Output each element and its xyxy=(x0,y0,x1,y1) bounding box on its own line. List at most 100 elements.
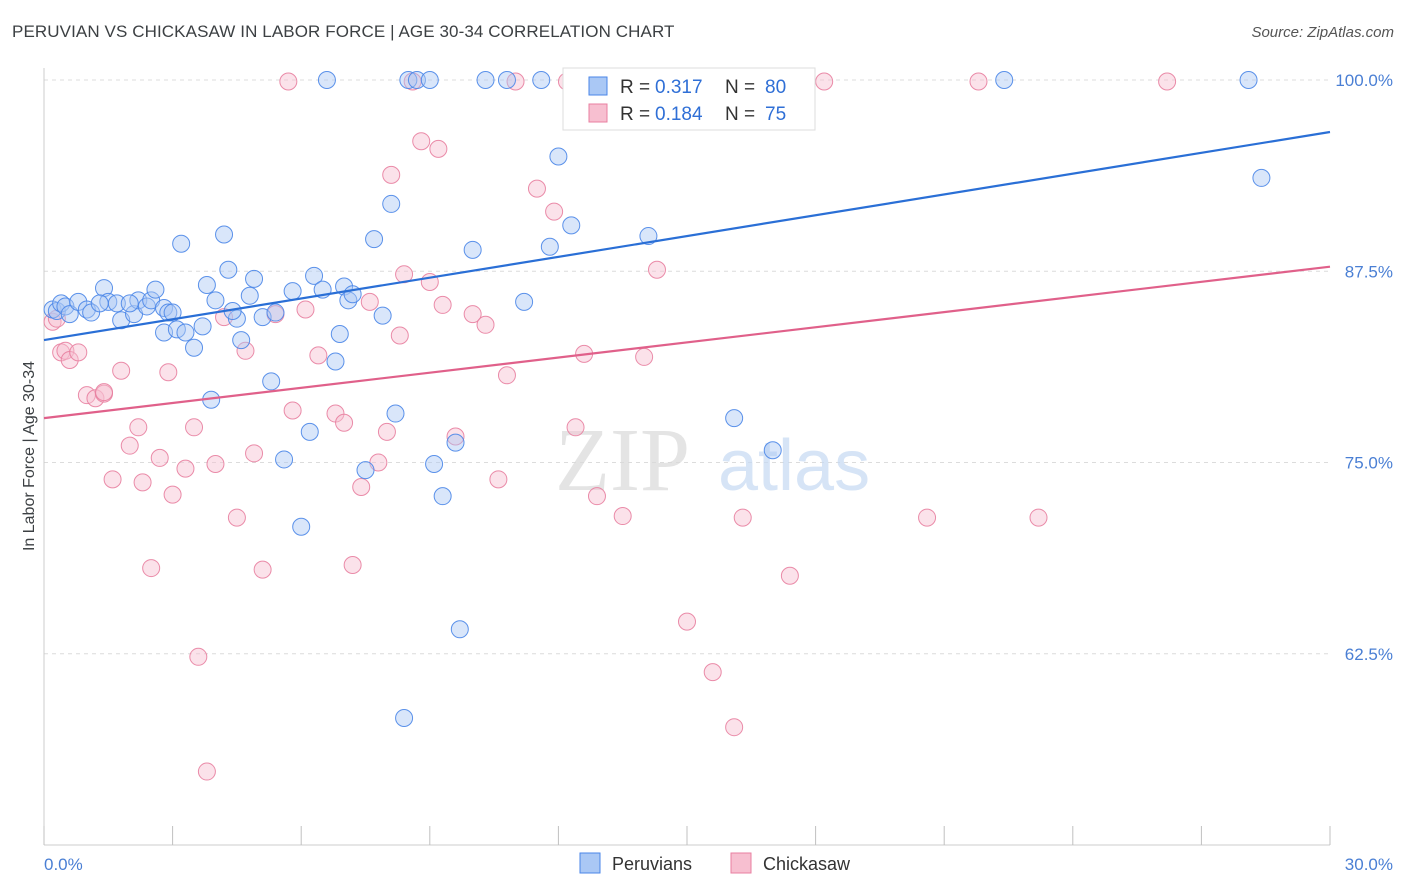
peruvians-point xyxy=(433,487,452,506)
peruvians-point xyxy=(292,517,311,536)
peruvians-point xyxy=(317,71,336,89)
peruvians-point xyxy=(995,71,1014,89)
bottom-legend-peruvians: Peruvians xyxy=(612,854,692,874)
chart-title: PERUVIAN VS CHICKASAW IN LABOR FORCE | A… xyxy=(12,22,675,41)
chickasaw-point xyxy=(343,556,362,575)
peruvians-point xyxy=(275,450,294,469)
chickasaw-points xyxy=(43,72,1177,781)
bottom-legend-chickasaw: Chickasaw xyxy=(763,854,851,874)
peruvians-point xyxy=(382,194,401,213)
chickasaw-point xyxy=(185,418,204,437)
chickasaw-point xyxy=(429,139,448,158)
peruvians-point xyxy=(300,422,319,441)
chickasaw-point xyxy=(497,366,516,385)
legend-r-value-chickasaw: 0.184 xyxy=(655,104,703,125)
peruvians-point xyxy=(266,303,285,322)
grid-lines xyxy=(44,79,1330,655)
chickasaw-point xyxy=(103,470,122,489)
peruvians-point xyxy=(326,352,345,371)
peruvians-point xyxy=(120,294,139,313)
x-tick-label-min: 0.0% xyxy=(44,855,83,874)
chickasaw-point xyxy=(678,612,696,631)
peruvians-point xyxy=(476,71,495,89)
legend-swatch-chickasaw xyxy=(588,103,608,123)
peruvians-point xyxy=(330,324,349,343)
peruvians-point xyxy=(540,237,559,256)
chickasaw-point xyxy=(566,418,585,437)
bottom-legend: Peruvians Chickasaw xyxy=(579,852,851,874)
chickasaw-point xyxy=(296,300,315,319)
peruvians-point xyxy=(356,461,375,480)
chickasaw-point xyxy=(112,361,131,380)
peruvians-point xyxy=(497,71,516,89)
legend-r-value-peruvians: 0.317 xyxy=(655,77,703,98)
chickasaw-point xyxy=(245,444,264,463)
chickasaw-point xyxy=(142,559,161,578)
chickasaw-point xyxy=(309,346,328,365)
y-tick-labels: 62.5% 75.0% 87.5% 100.0% xyxy=(1335,71,1393,664)
chickasaw-point xyxy=(433,295,452,314)
chickasaw-point xyxy=(129,418,148,437)
chickasaw-point xyxy=(69,343,88,362)
y-axis-label: In Labor Force | Age 30-34 xyxy=(21,361,38,551)
watermark-zip: ZIP xyxy=(555,411,690,510)
chickasaw-point xyxy=(446,427,465,446)
chickasaw-point xyxy=(120,436,139,455)
legend-n-value-peruvians: 80 xyxy=(765,77,786,98)
chickasaw-point xyxy=(918,508,937,527)
peruvians-point xyxy=(176,323,195,342)
chickasaw-point xyxy=(236,341,255,360)
chickasaw-point xyxy=(489,470,508,489)
peruvians-point xyxy=(420,71,439,89)
legend-n-label-chickasaw: N = xyxy=(725,104,755,125)
peruvians-point xyxy=(185,338,204,357)
peruvians-point xyxy=(232,331,251,350)
peruvians-point xyxy=(193,317,212,336)
peruvians-point xyxy=(639,227,658,246)
peruvians-point xyxy=(197,276,216,295)
peruvians-point xyxy=(386,404,405,423)
chickasaw-point xyxy=(176,459,195,478)
chickasaw-point xyxy=(647,260,666,279)
legend-r-label-chickasaw: R = xyxy=(620,104,650,125)
chickasaw-point xyxy=(279,72,298,91)
bottom-legend-swatch-chickasaw xyxy=(730,852,752,874)
chickasaw-point xyxy=(189,647,208,666)
y-tick-label: 62.5% xyxy=(1345,645,1393,664)
chickasaw-point xyxy=(206,455,225,474)
x-ticks xyxy=(43,826,1331,845)
chickasaw-point xyxy=(527,179,546,198)
peruvians-trend-line xyxy=(43,130,1331,342)
chickasaw-point xyxy=(1029,508,1048,527)
chickasaw-point xyxy=(352,477,371,496)
peruvians-point xyxy=(283,282,302,301)
peruvians-point xyxy=(206,291,225,310)
peruvians-point xyxy=(90,294,109,313)
peruvians-points xyxy=(43,71,1271,728)
source-label: Source: ZipAtlas.com xyxy=(1251,24,1394,41)
peruvians-point xyxy=(446,433,465,452)
peruvians-point xyxy=(725,409,744,428)
chickasaw-point xyxy=(412,132,431,151)
peruvians-point xyxy=(463,240,482,259)
chickasaw-point xyxy=(56,341,75,360)
chickasaw-point xyxy=(382,165,401,184)
chickasaw-point xyxy=(613,507,632,526)
chickasaw-point xyxy=(733,508,752,527)
chickasaw-point xyxy=(635,347,654,366)
chickasaw-point xyxy=(587,487,606,506)
chickasaw-point xyxy=(163,485,182,504)
peruvians-point xyxy=(262,372,281,391)
chickasaw-point xyxy=(703,663,722,682)
chickasaw-point xyxy=(390,326,409,345)
chickasaw-point xyxy=(133,473,152,492)
y-tick-label: 87.5% xyxy=(1345,262,1393,281)
peruvians-point xyxy=(549,147,568,166)
peruvians-point xyxy=(172,234,191,253)
peruvians-point xyxy=(365,230,384,249)
peruvians-point xyxy=(215,225,234,244)
chickasaw-trend-line xyxy=(43,265,1331,420)
peruvians-point xyxy=(1252,168,1271,187)
chickasaw-point xyxy=(476,315,495,334)
chickasaw-point xyxy=(253,560,272,579)
